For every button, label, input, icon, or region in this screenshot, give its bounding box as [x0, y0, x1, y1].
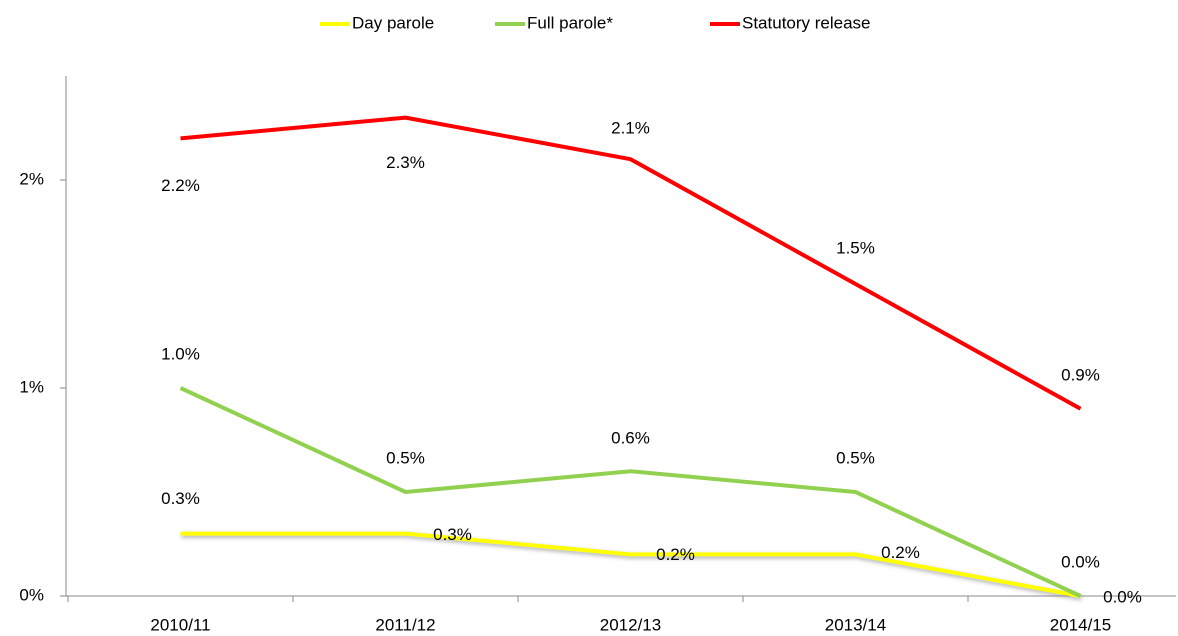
legend-label: Day parole — [352, 13, 434, 32]
legend-label: Statutory release — [742, 13, 871, 32]
data-label: 0.5% — [386, 448, 425, 467]
data-label: 0.6% — [611, 429, 650, 448]
x-tick-label: 2010/11 — [150, 615, 210, 634]
data-label: 0.2% — [881, 543, 920, 562]
series-line — [180, 115, 1082, 411]
data-label: 2.1% — [611, 119, 650, 138]
data-label: 2.3% — [386, 153, 425, 172]
x-tick-label: 2013/14 — [825, 615, 886, 634]
data-label: 0.2% — [656, 545, 695, 564]
x-tick-label: 2014/15 — [1050, 615, 1111, 634]
data-label: 0.0% — [1061, 552, 1100, 571]
y-tick-label: 0% — [19, 585, 44, 604]
legend-label: Full parole* — [527, 13, 613, 32]
data-label: 1.5% — [836, 238, 875, 257]
x-tick-label: 2011/12 — [375, 615, 435, 634]
data-label: 2.2% — [161, 176, 200, 195]
series-line — [179, 386, 1082, 598]
y-tick-label: 2% — [19, 169, 44, 188]
data-label: 0.5% — [836, 448, 875, 467]
y-tick-label: 1% — [19, 377, 44, 396]
data-label: 0.3% — [433, 525, 472, 544]
data-label: 0.9% — [1061, 365, 1100, 384]
data-label: 0.3% — [161, 489, 200, 508]
series-line — [180, 531, 1081, 598]
x-tick-label: 2012/13 — [600, 615, 661, 634]
data-label: 1.0% — [161, 344, 200, 363]
data-label: 0.0% — [1103, 587, 1142, 606]
